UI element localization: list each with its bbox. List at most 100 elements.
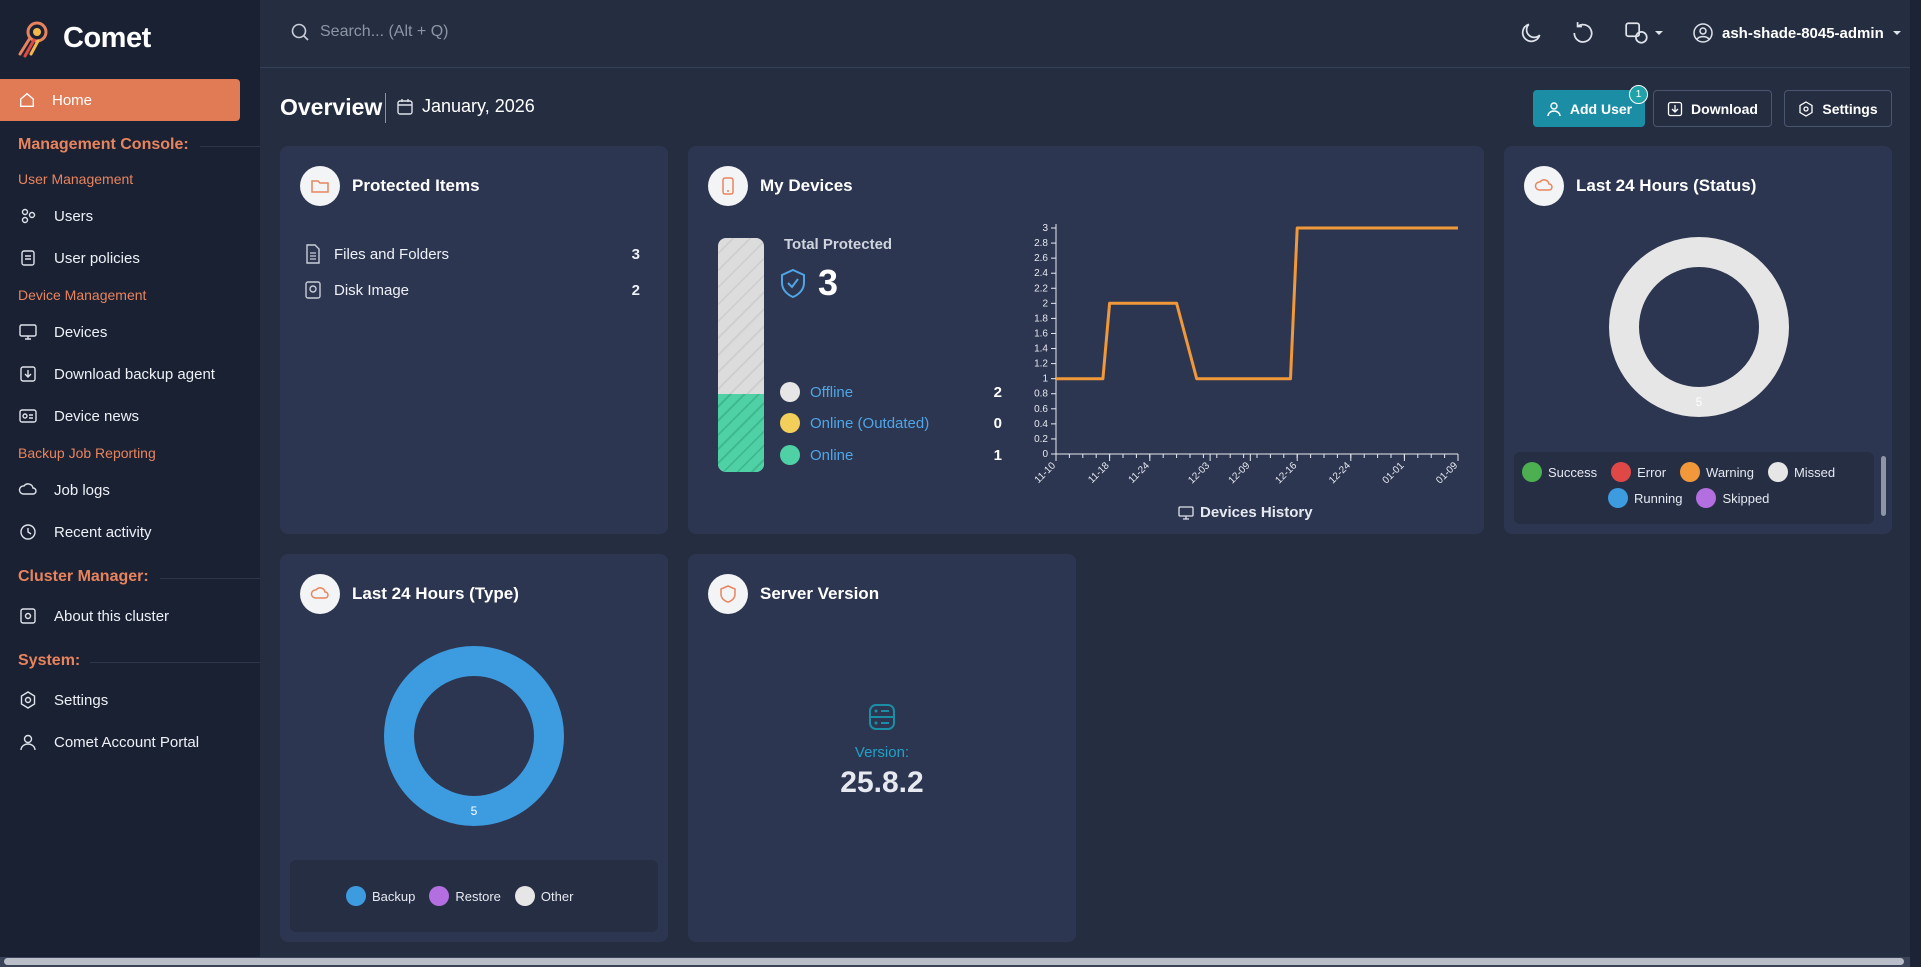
y-tick-label: 3 (1042, 223, 1048, 234)
legend-success[interactable]: Success (1522, 462, 1597, 482)
donut-ring-missed (1609, 237, 1789, 417)
moon-icon[interactable] (1518, 20, 1544, 46)
search-input[interactable]: Search... (Alt + Q) (320, 23, 449, 40)
x-tick-label: 01-01 (1381, 460, 1407, 486)
y-tick-label: 2.6 (1034, 253, 1048, 264)
history-label-text: Devices History (1200, 504, 1313, 521)
list-item[interactable]: Files and Folders 3 (304, 244, 640, 264)
sidebar-item-label: Users (54, 207, 94, 225)
server-version-card: Server Version Version: 25.8.2 (688, 554, 1076, 942)
download-icon (1667, 101, 1683, 116)
download-label: Download (1691, 100, 1758, 117)
language-menu[interactable] (1624, 20, 1664, 46)
legend-label: Online (810, 446, 854, 464)
document-icon (306, 244, 320, 264)
sidebar-item-settings[interactable]: Settings (18, 688, 108, 712)
add-user-button[interactable]: Add User (1533, 90, 1645, 127)
legend-missed[interactable]: Missed (1767, 462, 1835, 482)
sidebar-item-label: Job logs (54, 481, 110, 499)
clock-icon (20, 524, 36, 540)
gear-icon (20, 691, 36, 709)
monitor-icon (1178, 505, 1194, 520)
legend-backup[interactable]: Backup (346, 886, 415, 906)
refresh-icon[interactable] (1570, 20, 1596, 46)
users-icon (21, 208, 36, 224)
list-item[interactable]: Disk Image 2 (304, 280, 640, 300)
legend-online[interactable]: Online 1 (780, 445, 1002, 465)
legend-offline[interactable]: Offline 2 (780, 382, 1002, 402)
sidebar-item-label: Home (52, 91, 93, 109)
download-icon (20, 366, 36, 382)
status-donut-chart: 5 (1609, 237, 1789, 417)
legend-running[interactable]: Running (1608, 488, 1682, 508)
sidebar: Comet Home Management Console: User Mana… (0, 0, 260, 967)
add-user-icon (1547, 101, 1561, 116)
sidebar-item-about-cluster[interactable]: About this cluster (18, 604, 169, 628)
sidebar-item-recent-activity[interactable]: Recent activity (18, 520, 152, 544)
person-icon (20, 734, 36, 751)
search-box[interactable]: Search... (Alt + Q) (290, 22, 448, 42)
y-tick-label: 0 (1042, 449, 1048, 460)
subsection-device-management: Device Management (18, 287, 147, 303)
date-picker[interactable]: January, 2026 (396, 96, 535, 117)
gear-icon (1799, 100, 1814, 117)
card-title: Protected Items (352, 176, 480, 195)
x-tick-label: 11-24 (1127, 460, 1153, 486)
legend-skipped[interactable]: Skipped (1696, 488, 1769, 508)
divider (90, 662, 260, 663)
version-value: 25.8.2 (840, 766, 924, 799)
y-tick-label: 1.8 (1034, 313, 1048, 324)
vertical-scrollbar[interactable] (1910, 0, 1921, 967)
outdated-dot (780, 413, 800, 433)
settings-button[interactable]: Settings (1784, 90, 1892, 127)
legend-other[interactable]: Other (514, 886, 573, 906)
sidebar-item-device-news[interactable]: Device news (18, 404, 139, 428)
app-name: Comet (63, 21, 151, 54)
y-tick-label: 2.2 (1034, 283, 1048, 294)
sidebar-item-account-portal[interactable]: Comet Account Portal (18, 730, 199, 754)
sidebar-item-label: About this cluster (54, 607, 170, 625)
total-protected-label: Total Protected (784, 236, 893, 253)
my-devices-card: My Devices Total Protected 3 Offline 2 O… (688, 146, 1484, 534)
y-tick-label: 0.6 (1034, 404, 1048, 415)
legend-warning[interactable]: Warning (1680, 462, 1754, 482)
disk-image-icon (305, 281, 321, 299)
section-system: System: (18, 652, 81, 669)
legend-value: 1 (993, 446, 1002, 464)
add-user-label: Add User (1569, 100, 1633, 117)
status-legend: Success Error Warning Missed Running Ski… (1514, 452, 1886, 524)
sidebar-item-devices[interactable]: Devices (18, 320, 107, 344)
sidebar-item-label: User policies (54, 249, 140, 267)
subsection-user-management: User Management (18, 171, 134, 187)
legend-online-outdated[interactable]: Online (Outdated) 0 (780, 413, 1002, 433)
legend-scrollbar[interactable] (1881, 456, 1886, 516)
x-tick-label: 01-09 (1434, 460, 1460, 486)
legend-restore[interactable]: Restore (429, 886, 501, 906)
horizontal-scrollbar[interactable] (0, 957, 1910, 967)
y-tick-label: 0.8 (1034, 389, 1048, 400)
tablet-icon (708, 166, 748, 206)
legend-error[interactable]: Error (1611, 462, 1666, 482)
legend-value: 2 (993, 383, 1002, 401)
user-menu[interactable]: ash-shade-8045-admin (1692, 22, 1902, 44)
download-button[interactable]: Download (1653, 90, 1772, 127)
sidebar-item-job-logs[interactable]: Job logs (18, 478, 110, 502)
y-tick-label: 2.4 (1034, 268, 1048, 279)
scrollbar-thumb[interactable] (4, 958, 1904, 965)
legend-value: 0 (993, 414, 1002, 432)
sidebar-item-user-policies[interactable]: User policies (18, 246, 140, 270)
type-24h-card: Last 24 Hours (Type) 5 Backup Restore Ot… (280, 554, 668, 942)
sidebar-item-home[interactable]: Home (0, 79, 240, 121)
server-icon (869, 704, 895, 730)
shield-check-icon (781, 268, 805, 299)
card-title: Last 24 Hours (Status) (1576, 176, 1757, 195)
app-logo[interactable]: Comet (17, 18, 151, 58)
item-count: 2 (631, 281, 640, 299)
y-tick-label: 1.4 (1034, 344, 1048, 355)
total-protected: 3 (778, 262, 838, 304)
settings-label: Settings (1822, 100, 1878, 117)
sidebar-item-download-agent[interactable]: Download backup agent (18, 362, 215, 386)
sidebar-item-label: Recent activity (54, 523, 152, 541)
x-tick-label: 12-16 (1273, 460, 1299, 486)
sidebar-item-users[interactable]: Users (18, 204, 93, 228)
